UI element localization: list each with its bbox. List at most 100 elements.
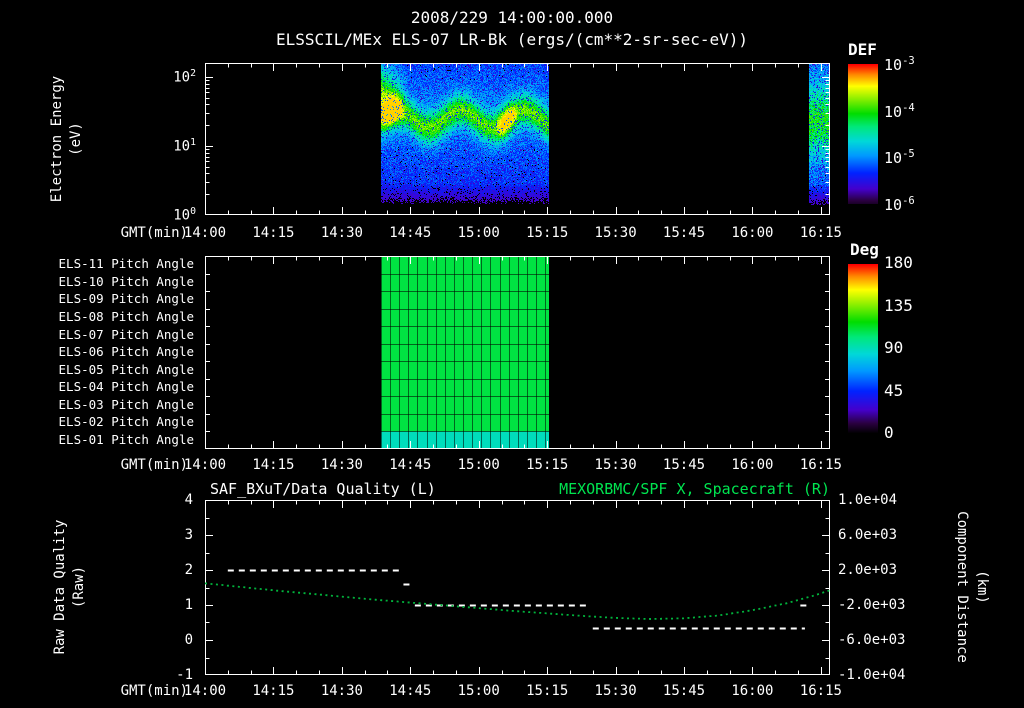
x-tick-label: 15:45	[662, 225, 706, 241]
y-tick-label: 102	[173, 67, 196, 86]
pitch-angle-canvas	[205, 256, 830, 449]
y-tick-label: -2.0e+03	[838, 597, 906, 613]
y-tick-label: 2	[184, 562, 193, 578]
y-tick-label: 2.0e+03	[838, 562, 898, 578]
y-tick-label: 100	[173, 206, 196, 224]
quality-title-right: MEXORBMC/SPF X, Spacecraft (R)	[559, 480, 830, 498]
exponent: 2	[190, 67, 196, 79]
x-tick-label: 14:30	[320, 683, 363, 699]
quality-left-ticks: 4 3 2 1 0 -1	[150, 492, 197, 683]
x-tick-label: 15:45	[662, 457, 706, 473]
x-tick-label: 15:00	[457, 683, 500, 699]
pitch-row-label: ELS-05 Pitch Angle	[58, 361, 194, 377]
spectrogram-x-axis-ticks: 14:00 14:15 14:30 14:45 15:00 15:15 15:30 15:45…	[184, 225, 842, 243]
y-tick-label: 4	[184, 492, 193, 508]
pitch-row-label: ELS-07 Pitch Angle	[58, 326, 194, 342]
x-tick-label: 14:15	[252, 683, 295, 699]
x-tick-label: 15:30	[594, 683, 637, 699]
x-tick-label: 14:00	[183, 683, 227, 699]
colorbar-tick-label: 10-5	[884, 148, 915, 168]
pitch-row-label: ELS-03 Pitch Angle	[58, 396, 194, 412]
colorbar-tick-label: 45	[884, 380, 904, 400]
exponent: -5	[902, 148, 915, 161]
quality-y-axis-units-left: (Raw)	[71, 565, 87, 609]
x-tick-label: 16:15	[799, 683, 842, 699]
x-tick-label: 16:15	[799, 225, 842, 241]
x-tick-label: 16:00	[731, 225, 774, 241]
pitch-row-label: ELS-08 Pitch Angle	[58, 308, 194, 324]
quality-canvas	[205, 500, 830, 675]
x-tick-label: 15:15	[526, 457, 569, 473]
colorbar-tick-label: 10-6	[884, 195, 915, 214]
x-tick-label: 16:15	[799, 457, 842, 473]
x-tick-label: 15:00	[457, 457, 500, 473]
def-colorbar-title: DEF	[848, 40, 877, 59]
x-tick-label: 14:30	[320, 457, 363, 473]
exponent: 1	[190, 136, 196, 148]
page-title-instrument: ELSSCIL/MEx ELS-07 LR-Bk (ergs/(cm**2-sr…	[275, 30, 748, 49]
def-colorbar-ticks: 10-3 10-4 10-5 10-6	[884, 55, 948, 214]
x-tick-label: 15:00	[457, 225, 500, 241]
colorbar-tick-label: 0	[884, 423, 894, 442]
colorbar-tick-label: 10-3	[884, 55, 915, 74]
y-tick-label: 1.0e+04	[838, 492, 898, 508]
x-tick-label: 14:15	[252, 225, 295, 241]
pitch-row-label: ELS-06 Pitch Angle	[58, 344, 194, 359]
x-tick-label: 14:45	[389, 683, 432, 699]
spectrogram-y-axis-ticks: 102 101 100	[148, 63, 200, 224]
x-tick-label: 16:00	[731, 683, 774, 699]
x-tick-label: 14:00	[183, 225, 227, 241]
y-tick-label: -1	[176, 667, 193, 683]
colorbar-tick-label: 10-4	[884, 101, 915, 121]
y-tick-label: 1	[184, 597, 193, 613]
pitch-row-labels: ELS-11 Pitch Angle ELS-10 Pitch Angle ELS-…	[0, 256, 200, 449]
quality-x-axis-label: GMT(min)	[120, 683, 188, 699]
y-tick-label: -1.0e+04	[838, 667, 906, 683]
x-tick-label: 15:45	[662, 683, 706, 699]
spectrogram-x-axis-label: GMT(min)	[120, 225, 188, 241]
pitch-row-label: ELS-09 Pitch Angle	[58, 291, 194, 307]
quality-right-ticks: 1.0e+04 6.0e+03 2.0e+03 -2.0e+03 -6.0e+03 -1.…	[836, 492, 914, 683]
def-colorbar	[848, 64, 878, 204]
pitch-x-axis-ticks: 14:00 14:15 14:30 14:45 15:00 15:15 15:30 15:45…	[184, 457, 842, 475]
deg-colorbar	[848, 264, 878, 434]
y-tick-label: -6.0e+03	[838, 632, 906, 648]
x-tick-label: 15:15	[526, 683, 569, 699]
exponent: -4	[902, 101, 915, 114]
y-tick-label: 6.0e+03	[838, 527, 898, 543]
quality-y-axis-label-right: Component Distance	[954, 511, 970, 663]
pitch-x-axis-label: GMT(min)	[120, 457, 188, 473]
x-tick-label: 14:45	[389, 225, 432, 241]
quality-y-axis-units-right: (km)	[974, 570, 990, 604]
exponent: -3	[902, 55, 915, 67]
deg-colorbar-ticks: 180 135 90 45 0	[884, 253, 948, 442]
x-tick-label: 14:45	[389, 457, 432, 473]
x-tick-label: 14:30	[320, 225, 363, 241]
y-tick-label: 0	[184, 632, 193, 648]
x-tick-label: 15:15	[526, 225, 569, 241]
quality-x-axis-ticks: 14:00 14:15 14:30 14:45 15:00 15:15 15:30 15:45…	[184, 683, 842, 701]
pitch-row-label: ELS-11 Pitch Angle	[58, 256, 194, 272]
quality-y-axis-label-left: Raw Data Quality	[52, 519, 68, 655]
colorbar-tick-label: 180	[884, 253, 913, 272]
pitch-row-label: ELS-02 Pitch Angle	[58, 414, 194, 430]
x-tick-label: 14:15	[252, 457, 295, 473]
y-tick-label: 3	[184, 527, 193, 543]
page-title-timestamp: 2008/229 14:00:00.000	[410, 8, 614, 27]
spectrogram-y-axis-units: (eV)	[68, 122, 84, 156]
x-tick-label: 15:30	[594, 225, 637, 241]
spectrogram-canvas	[205, 63, 830, 215]
pitch-row-label: ELS-10 Pitch Angle	[58, 273, 194, 289]
colorbar-tick-label: 135	[884, 295, 913, 315]
x-tick-label: 15:30	[594, 457, 637, 473]
deg-colorbar-title: Deg	[850, 240, 879, 259]
quality-title-left: SAF_BXuT/Data Quality (L)	[210, 480, 436, 498]
spectrogram-y-axis-label: Electron Energy	[49, 75, 65, 203]
exponent: -6	[902, 195, 915, 207]
colorbar-tick-label: 90	[884, 338, 904, 357]
exponent: 0	[190, 206, 196, 217]
pitch-row-label: ELS-01 Pitch Angle	[58, 431, 194, 447]
x-tick-label: 14:00	[183, 457, 227, 473]
x-tick-label: 16:00	[731, 457, 774, 473]
